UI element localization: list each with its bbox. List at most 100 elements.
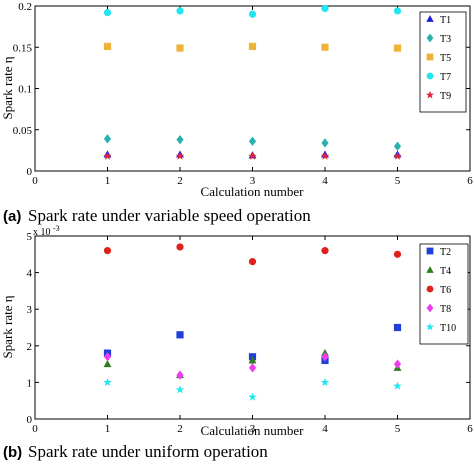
panel-b-point-t10 [248,392,257,401]
panel-b-point-t6 [103,247,112,255]
x-tick-label: 3 [250,175,256,187]
panel-a-legend-label-t9: T9 [440,91,451,102]
panel-b-marks [103,243,402,401]
panel-b-point-t6 [393,250,402,258]
y-tick-label: 5 [27,231,33,243]
panel-b-xlabel: Calculation number [201,423,305,438]
y-tick-label: 0 [27,166,33,178]
panel-a-point-t7 [176,7,184,15]
panel-b-point-t6 [176,243,184,251]
panel-b-scale-label: x 10 -3 [33,224,60,238]
x-tick-label: 1 [105,423,111,435]
x-tick-label: 0 [32,423,38,435]
panel-b-point-t8 [176,370,184,380]
panel-b-point-t6 [321,247,329,255]
panel-b-point-t4 [103,359,112,368]
panel-b-legend-box [419,243,469,345]
panel-a-legend-marker-t1 [426,15,434,22]
panel-a-point-t5 [176,44,184,52]
y-tick-label: 0.15 [13,42,33,54]
panel-b-point-t2 [393,323,402,332]
panel-a-point-t9 [103,151,112,160]
panel-a-point-t7 [248,10,257,18]
panel-a-legend-label-t5: T5 [440,53,451,64]
y-tick-label: 0.05 [13,125,33,137]
panel-b-point-t6 [248,258,257,266]
panel-a-point-t5 [393,44,402,52]
y-tick-label: 4 [27,268,33,280]
panel-a-point-t3 [393,141,402,151]
panel-a-legend: T1 T3 T5 T7 T9 [419,11,467,113]
panel-a-legend-marker-t7 [426,72,434,80]
x-tick-label: 2 [177,423,183,435]
y-tick-label: 0 [27,414,33,426]
panel-b-legend-marker-t4 [426,266,434,273]
panel-a-point-t9 [393,151,402,160]
y-tick-label: 3 [27,304,33,316]
panel-b-point-t10 [175,385,185,394]
y-tick-label: 0.1 [18,84,32,96]
panel-a-ylabel: Spark rate η [0,56,15,119]
panel-b-ticks: 0 1 2 3 4 5 6 0 1 2 3 4 5 [27,231,474,435]
panel-b-legend-marker-t2 [426,247,434,255]
panel-b-caption-tag: (b) [3,444,22,461]
panel-b-point-t4 [248,356,257,364]
panel-a-point-t3 [103,134,112,144]
panel-a-legend-marker-t5 [426,53,434,61]
panel-b-legend: T2 T4 T6 T8 T10 [419,243,469,345]
panel-a-point-t5 [103,42,112,51]
x-tick-label: 3 [250,423,256,435]
panel-b-point-t8 [321,352,329,362]
panel-b-caption: Spark rate under uniform operation [28,442,268,461]
panel-a-point-t5 [248,42,257,51]
x-tick-label: 1 [105,175,111,187]
panel-b-point-t10 [103,377,112,387]
panel-a-legend-marker-t3 [426,33,434,43]
panel-a-point-t7 [321,4,329,13]
panel-b-point-t10 [320,377,330,387]
panel-a-marks [103,4,402,160]
panel-a-plot-frame [34,5,471,172]
x-tick-label: 6 [467,423,473,435]
panel-a-point-t3 [176,134,184,145]
panel-b-ylabel: Spark rate η [0,295,15,358]
panel-a-point-t9 [175,151,185,160]
x-tick-label: 6 [467,175,473,187]
panel-b-legend-marker-t6 [426,285,434,293]
panel-b-point-t8 [393,359,402,369]
panel-a-legend-box [419,11,467,113]
panel-b-legend-label-t6: T6 [440,285,451,296]
panel-a-point-t3 [321,138,329,148]
panel-b-legend-label-t8: T8 [440,304,451,315]
panel-b-chart: x 10 -3 0 1 2 3 4 5 6 0 1 2 3 4 5 Calculation number… [0,224,473,461]
panel-a-xlabel: Calculation number [201,184,305,199]
panel-a-legend-marker-t9 [425,90,435,99]
y-tick-label: 0.2 [18,1,32,13]
panel-b-legend-label-t2: T2 [440,247,451,258]
panel-a-legend-label-t1: T1 [440,15,451,26]
y-tick-label: 1 [27,377,33,389]
panel-b-legend-marker-t10 [425,322,435,331]
panel-a-legend-label-t7: T7 [440,72,451,83]
x-tick-label: 4 [322,423,328,435]
x-tick-label: 5 [395,423,401,435]
panel-a-chart: 0 1 2 3 4 5 6 0 0.05 0.1 0.15 0.2 Calculation numbe… [0,1,473,225]
panel-a-ticks: 0 1 2 3 4 5 6 0 0.05 0.1 0.15 0.2 [13,1,474,187]
panel-a-point-t3 [248,136,257,146]
panel-a-caption: Spark rate under variable speed operatio… [28,206,311,225]
panel-b-legend-label-t4: T4 [440,266,451,277]
panel-b-point-t2 [176,331,184,339]
panel-a-point-t7 [393,7,402,15]
x-tick-label: 0 [32,175,38,187]
panel-b-legend-marker-t8 [426,303,434,313]
panel-b-point-t10 [393,381,402,390]
x-tick-label: 5 [395,175,401,187]
x-tick-label: 4 [322,175,328,187]
y-tick-label: 2 [27,341,33,353]
panel-b-point-t8 [103,352,112,362]
panel-b-point-t8 [248,363,257,373]
panel-a-point-t9 [320,151,330,160]
panel-a-caption-tag: (a) [3,208,21,225]
x-tick-label: 2 [177,175,183,187]
panel-a-point-t7 [103,9,112,17]
